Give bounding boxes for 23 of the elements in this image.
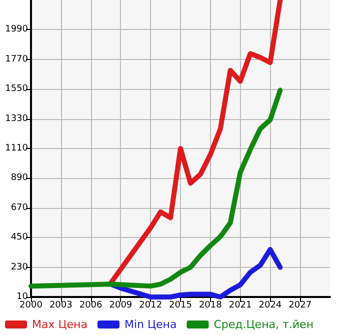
y-tick-label: 1330 (5, 114, 28, 124)
legend-label: Min Цена (124, 318, 177, 331)
y-tick-label: 10 (16, 292, 28, 302)
y-tick-label: 230 (10, 262, 28, 272)
y-tick-label: 1110 (5, 144, 28, 154)
x-tick-label: 2024 (258, 300, 282, 310)
x-tick-label: 2003 (49, 300, 72, 310)
x-tick-label: 2027 (288, 300, 312, 310)
x-tick-label: 2021 (228, 300, 252, 310)
y-tick-label: 890 (10, 173, 28, 184)
x-tick-label: 2006 (79, 300, 103, 310)
x-tick-label: 2015 (169, 300, 192, 310)
y-tick-label: 1770 (5, 54, 28, 64)
x-tick-label: 2012 (139, 300, 162, 310)
y-tick-label: 1990 (5, 24, 28, 35)
x-tick-label: 2009 (109, 300, 132, 310)
y-tick-label: 1550 (5, 84, 28, 94)
legend-label: Max Цена (32, 318, 88, 331)
y-tick-label: 670 (10, 202, 28, 213)
x-tick-label: 2000 (20, 300, 43, 310)
legend-label: Сред.Цена, т.йен (214, 318, 314, 331)
x-tick-label: 2018 (198, 300, 222, 310)
y-tick-label: 450 (10, 232, 28, 243)
